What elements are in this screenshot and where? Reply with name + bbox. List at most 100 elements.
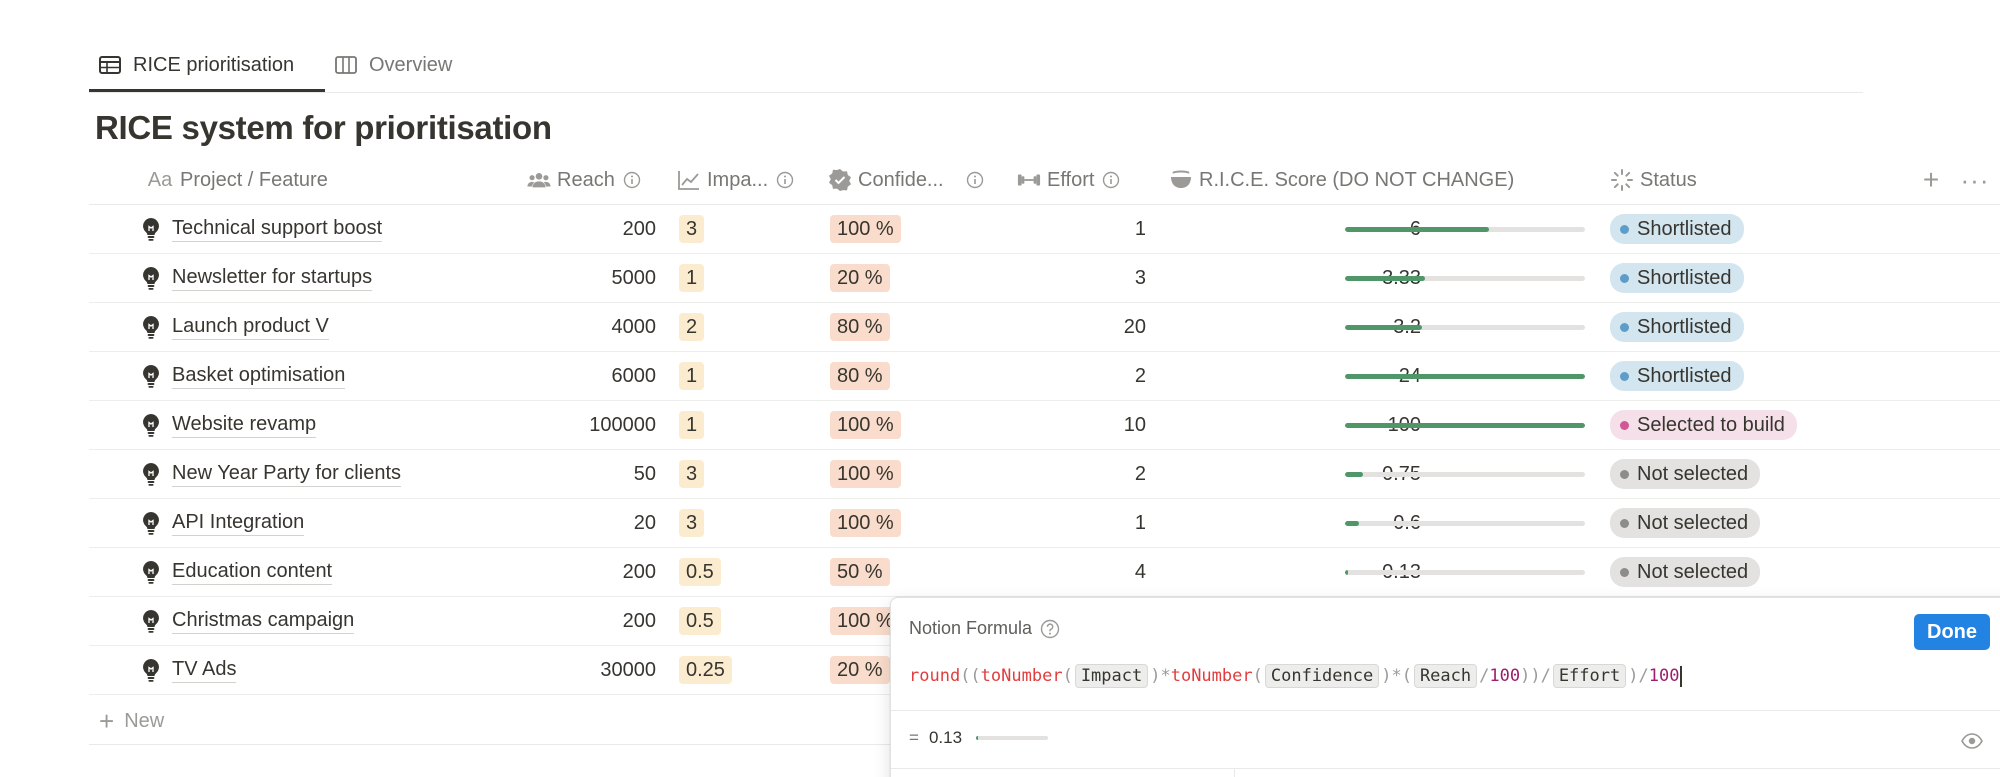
- impact-tag: 1: [679, 411, 705, 439]
- formula-number: 100: [1489, 666, 1521, 686]
- tab-rice-prioritisation[interactable]: RICE prioritisation: [99, 50, 294, 80]
- confidence-cell[interactable]: 100 %: [830, 499, 901, 547]
- done-button[interactable]: Done: [1914, 614, 1990, 650]
- impact-cell[interactable]: 0.5: [679, 548, 721, 596]
- effort-value[interactable]: 1: [1134, 511, 1146, 534]
- status-cell[interactable]: Not selected: [1610, 548, 1761, 596]
- table-row[interactable]: Education content 200 0.5 50 % 4 0.13 No…: [89, 548, 2000, 597]
- effort-value[interactable]: 20: [1123, 315, 1146, 338]
- impact-cell[interactable]: 3: [679, 205, 705, 253]
- confidence-cell[interactable]: 100 %: [830, 597, 901, 645]
- confidence-cell[interactable]: 100 %: [830, 450, 901, 498]
- reach-value[interactable]: 200: [622, 217, 656, 240]
- status-cell[interactable]: Shortlisted: [1610, 254, 1744, 302]
- project-cell[interactable]: API Integration: [138, 499, 305, 547]
- impact-cell[interactable]: 1: [679, 401, 705, 449]
- tab-overview[interactable]: Overview: [335, 50, 452, 80]
- help-icon[interactable]: [1040, 619, 1060, 639]
- confidence-cell[interactable]: 100 %: [830, 401, 901, 449]
- project-cell[interactable]: Basket optimisation: [138, 352, 346, 400]
- more-options-icon[interactable]: ···: [1960, 164, 1990, 195]
- tab-label: RICE prioritisation: [133, 53, 295, 76]
- result-progress-fill: [976, 736, 979, 740]
- project-cell[interactable]: Launch product V: [138, 303, 329, 351]
- project-cell[interactable]: Newsletter for startups: [138, 254, 373, 302]
- impact-tag: 1: [679, 362, 705, 390]
- column-header-confidence[interactable]: Confide...: [828, 155, 984, 205]
- status-cell[interactable]: Shortlisted: [1610, 352, 1744, 400]
- reach-value[interactable]: 200: [622, 609, 656, 632]
- add-column-button[interactable]: +: [1922, 164, 1940, 195]
- status-cell[interactable]: Shortlisted: [1610, 205, 1744, 253]
- table-row[interactable]: Basket optimisation 6000 1 80 % 2 24 Sho…: [89, 352, 2000, 401]
- confidence-tag: 20 %: [830, 264, 890, 292]
- info-icon[interactable]: [776, 171, 794, 189]
- reach-value[interactable]: 200: [622, 560, 656, 583]
- effort-value[interactable]: 2: [1134, 462, 1146, 485]
- confidence-cell[interactable]: 20 %: [830, 254, 890, 302]
- eye-icon[interactable]: [1961, 732, 1983, 750]
- impact-cell[interactable]: 1: [679, 352, 705, 400]
- column-header-effort[interactable]: Effort: [1017, 155, 1120, 205]
- reach-value[interactable]: 5000: [611, 266, 657, 289]
- status-cell[interactable]: Shortlisted: [1610, 303, 1744, 351]
- reach-value[interactable]: 50: [633, 462, 656, 485]
- new-row-button[interactable]: + New: [99, 697, 164, 745]
- plus-icon: +: [99, 706, 115, 736]
- effort-value[interactable]: 4: [1134, 560, 1146, 583]
- impact-cell[interactable]: 0.5: [679, 597, 721, 645]
- bowl-icon: [1169, 168, 1193, 192]
- impact-cell[interactable]: 0.25: [679, 646, 732, 694]
- score-bar-cell: [1345, 303, 1585, 351]
- impact-cell[interactable]: 1: [679, 254, 705, 302]
- confidence-cell[interactable]: 50 %: [830, 548, 890, 596]
- table-row[interactable]: API Integration 20 3 100 % 1 0.6 Not sel…: [89, 499, 2000, 548]
- column-header-impact[interactable]: Impa...: [677, 155, 794, 205]
- reach-value[interactable]: 100000: [589, 413, 656, 436]
- impact-cell[interactable]: 3: [679, 450, 705, 498]
- effort-value[interactable]: 3: [1134, 266, 1146, 289]
- reach-value[interactable]: 30000: [600, 658, 656, 681]
- column-header-status[interactable]: Status: [1610, 155, 1697, 205]
- table-row[interactable]: New Year Party for clients 50 3 100 % 2 …: [89, 450, 2000, 499]
- column-header-reach[interactable]: Reach: [527, 155, 641, 205]
- confidence-cell[interactable]: 20 %: [830, 646, 890, 694]
- project-cell[interactable]: New Year Party for clients: [138, 450, 401, 498]
- table-row[interactable]: Website revamp 100000 1 100 % 10 100 Sel…: [89, 401, 2000, 450]
- effort-value[interactable]: 1: [1134, 217, 1146, 240]
- confidence-cell[interactable]: 80 %: [830, 303, 890, 351]
- project-cell[interactable]: Christmas campaign: [138, 597, 355, 645]
- status-cell[interactable]: Selected to build: [1610, 401, 1797, 449]
- score-progress-bar: [1345, 373, 1585, 379]
- status-cell[interactable]: Not selected: [1610, 499, 1761, 547]
- impact-cell[interactable]: 3: [679, 499, 705, 547]
- effort-value[interactable]: 10: [1123, 413, 1146, 436]
- confidence-cell[interactable]: 100 %: [830, 205, 901, 253]
- info-icon[interactable]: [1102, 171, 1120, 189]
- reach-value[interactable]: 4000: [611, 315, 657, 338]
- column-header-score[interactable]: R.I.C.E. Score (DO NOT CHANGE): [1169, 155, 1514, 205]
- effort-value[interactable]: 2: [1134, 364, 1146, 387]
- project-cell[interactable]: Website revamp: [138, 401, 317, 449]
- reach-value[interactable]: 20: [633, 511, 656, 534]
- lightbulb-icon: [138, 216, 164, 242]
- column-label: Project / Feature: [180, 168, 328, 191]
- project-cell[interactable]: TV Ads: [138, 646, 237, 694]
- project-cell[interactable]: Education content: [138, 548, 333, 596]
- formula-property-chip: Impact: [1074, 664, 1149, 688]
- project-cell[interactable]: Technical support boost: [138, 205, 383, 253]
- status-cell[interactable]: Not selected: [1610, 450, 1761, 498]
- column-header-project[interactable]: Aa Project / Feature: [146, 155, 328, 205]
- table-row[interactable]: Technical support boost 200 3 100 % 1 6 …: [89, 205, 2000, 254]
- reach-value[interactable]: 6000: [611, 364, 657, 387]
- status-badge: Shortlisted: [1610, 263, 1744, 293]
- status-dot: [1620, 322, 1629, 332]
- table-row[interactable]: Newsletter for startups 5000 1 20 % 3 3.…: [89, 254, 2000, 303]
- formula-input[interactable]: round((toNumber(Impact)* toNumber(Confide…: [909, 664, 1682, 688]
- info-icon[interactable]: [623, 171, 641, 189]
- table-row[interactable]: Launch product V 4000 2 80 % 20 3.2 Shor…: [89, 303, 2000, 352]
- formula-editor-popup: Notion Formula Done round((toNumber(Impa…: [890, 597, 2000, 777]
- impact-cell[interactable]: 2: [679, 303, 705, 351]
- confidence-cell[interactable]: 80 %: [830, 352, 890, 400]
- info-icon[interactable]: [966, 171, 984, 189]
